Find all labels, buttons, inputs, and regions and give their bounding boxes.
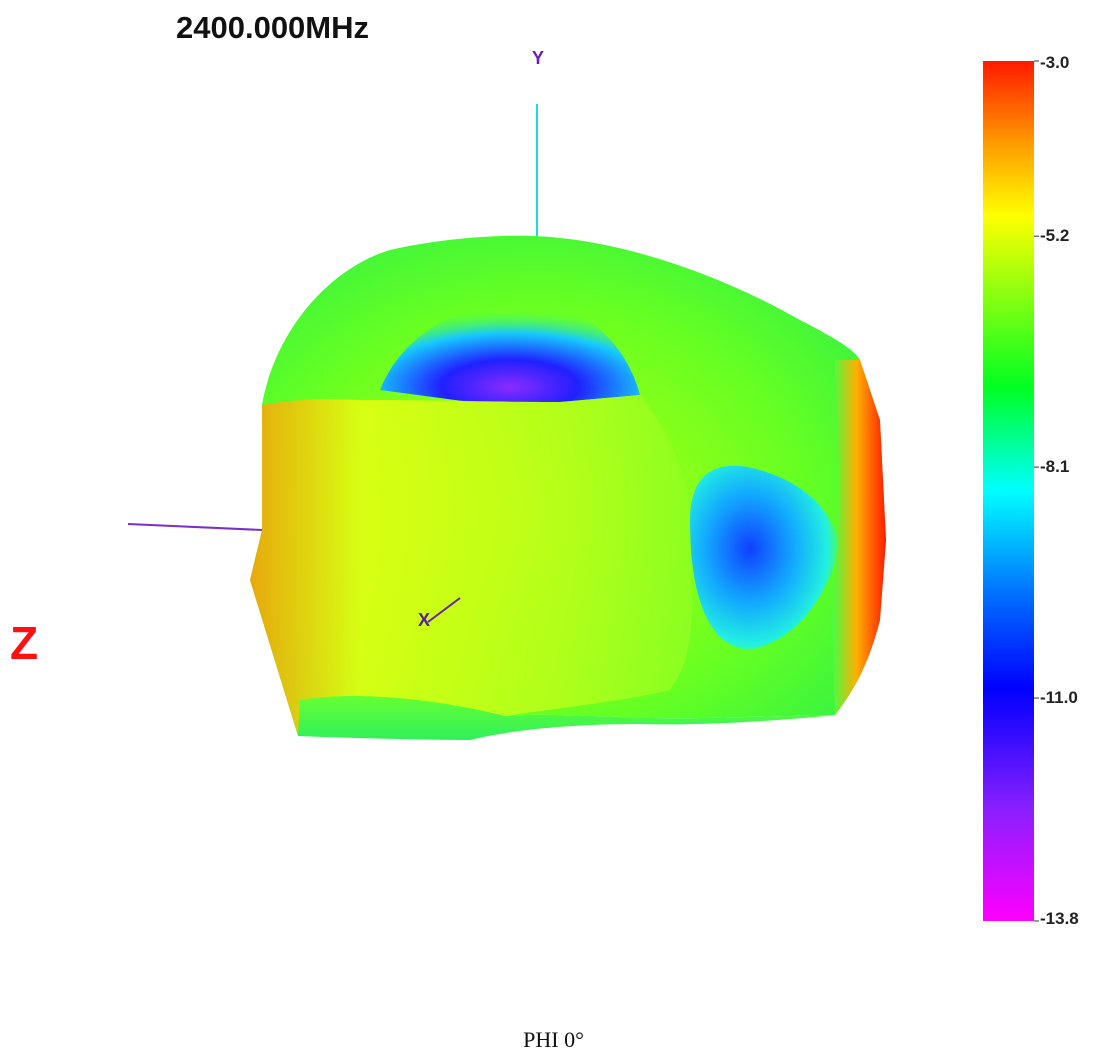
radiation-pattern-surface (250, 235, 886, 740)
colorbar-tick-label: -11.0 (1040, 688, 1078, 708)
frequency-title: 2400.000MHz (176, 10, 370, 45)
colorbar-ticks (1034, 60, 1039, 922)
z-axis-label: Z (10, 617, 39, 669)
colorbar-tick-label: -3.0 (1040, 53, 1070, 72)
colorbar (983, 61, 1034, 921)
colorbar-tick-label: -13.8 (1040, 909, 1079, 928)
x-axis-label: X (418, 610, 431, 630)
colorbar-tick-label: -5.2 (1040, 226, 1070, 246)
view-caption: PHI 0° (523, 1027, 584, 1052)
x-axis-line (427, 597, 461, 623)
z-axis-line (127, 523, 263, 531)
y-axis-label: Y (532, 48, 545, 68)
colorbar-tick-label: -8.1 (1040, 457, 1070, 477)
